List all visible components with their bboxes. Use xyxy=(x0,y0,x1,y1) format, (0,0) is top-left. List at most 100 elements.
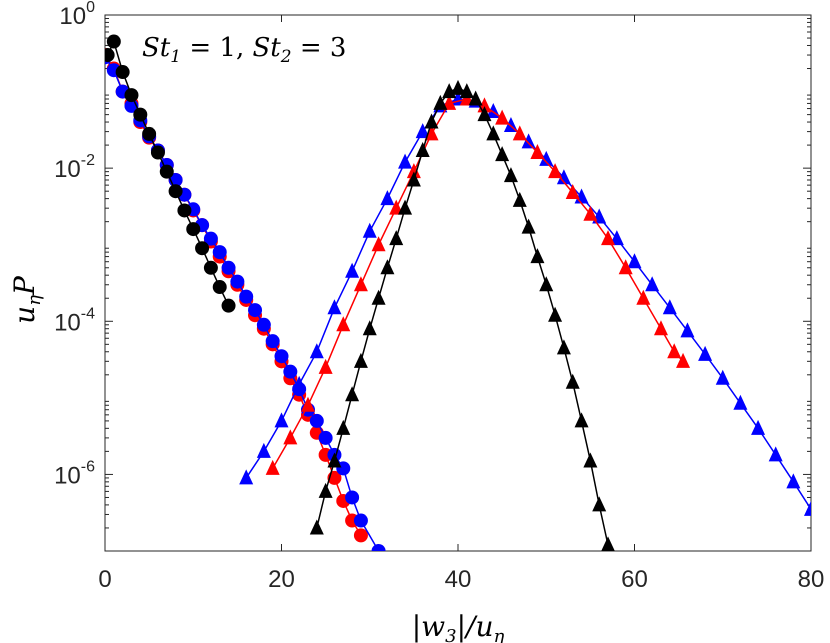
data-point xyxy=(415,141,430,157)
data-point xyxy=(265,459,280,475)
data-point xyxy=(292,375,307,391)
data-point xyxy=(583,205,598,221)
data-point xyxy=(371,289,386,305)
data-point xyxy=(362,320,377,336)
data-point xyxy=(698,345,713,361)
x-axis-label: |w3|/uη xyxy=(412,610,505,643)
data-point xyxy=(212,245,227,260)
data-point xyxy=(786,473,801,489)
data-point xyxy=(309,519,324,535)
data-point xyxy=(503,167,518,183)
x-tick-label: 80 xyxy=(798,566,825,593)
data-point xyxy=(256,442,271,458)
data-point xyxy=(768,446,783,462)
data-point xyxy=(398,199,413,215)
annotation: St1 = 1, St2 = 3 xyxy=(142,33,346,67)
data-point xyxy=(521,218,536,234)
data-point xyxy=(212,280,227,295)
data-point xyxy=(512,191,527,207)
data-point xyxy=(751,419,766,435)
data-point xyxy=(495,146,510,162)
data-point xyxy=(521,133,536,149)
data-point xyxy=(548,306,563,322)
data-point xyxy=(248,303,263,318)
data-point xyxy=(676,352,691,368)
data-point xyxy=(530,248,545,264)
data-point xyxy=(715,369,730,385)
data-point xyxy=(106,34,121,49)
data-point xyxy=(186,222,201,237)
data-point xyxy=(336,316,351,332)
data-point xyxy=(667,343,682,359)
data-point xyxy=(442,94,457,110)
y-tick-label: 100 xyxy=(59,0,95,30)
data-point xyxy=(318,482,333,498)
data-point xyxy=(451,79,465,95)
data-point xyxy=(221,298,236,313)
data-point xyxy=(433,94,448,110)
data-point xyxy=(733,394,748,410)
data-point xyxy=(159,164,174,179)
data-point xyxy=(362,222,377,238)
data-point xyxy=(239,469,254,485)
data-point xyxy=(105,48,115,63)
data-point xyxy=(353,513,368,528)
data-point xyxy=(398,153,413,169)
data-point xyxy=(601,230,616,246)
data-point xyxy=(133,107,148,122)
data-point xyxy=(265,334,280,349)
data-point xyxy=(556,169,571,185)
data-point xyxy=(653,320,668,336)
data-point xyxy=(495,109,510,125)
data-point xyxy=(592,496,607,512)
x-tick-label: 60 xyxy=(621,566,648,593)
data-point xyxy=(609,230,624,246)
data-point xyxy=(583,452,598,468)
data-point xyxy=(345,262,360,278)
y-tick-label: 10-2 xyxy=(54,152,95,183)
data-point xyxy=(168,184,183,199)
data-point xyxy=(530,144,545,160)
data-point xyxy=(389,230,404,246)
data-point xyxy=(389,199,404,215)
data-point xyxy=(486,125,501,141)
data-point xyxy=(336,419,351,435)
y-axis-label: uηP xyxy=(8,275,45,324)
data-point xyxy=(318,358,333,374)
data-point xyxy=(477,106,492,122)
y-tick-label: 10-4 xyxy=(54,305,95,336)
x-tick-label: 0 xyxy=(98,566,111,593)
x-tick-label: 40 xyxy=(445,566,472,593)
series-triangles-black xyxy=(309,79,615,551)
data-point xyxy=(256,317,271,332)
data-point xyxy=(274,349,289,364)
data-point xyxy=(380,259,395,275)
data-point xyxy=(142,126,157,141)
data-point xyxy=(371,236,386,252)
data-point xyxy=(353,528,368,543)
series-triangles-red xyxy=(265,90,691,475)
data-point xyxy=(309,413,324,428)
data-point xyxy=(318,430,333,445)
data-point xyxy=(203,231,218,246)
data-point xyxy=(283,429,298,445)
data-point xyxy=(353,352,368,368)
data-point xyxy=(327,452,342,468)
data-point xyxy=(239,289,254,304)
data-point xyxy=(804,500,811,516)
data-point xyxy=(195,241,210,256)
data-point xyxy=(345,386,360,402)
x-tick-label: 20 xyxy=(268,566,295,593)
data-point xyxy=(548,163,563,179)
data-point xyxy=(645,276,660,292)
data-point xyxy=(415,123,430,139)
y-tick-label: 10-6 xyxy=(54,458,95,489)
data-point xyxy=(636,289,651,305)
data-point xyxy=(300,396,315,412)
data-point xyxy=(627,253,642,269)
data-point xyxy=(565,184,580,200)
data-point xyxy=(177,203,192,218)
data-point xyxy=(203,260,218,275)
data-point xyxy=(371,544,386,551)
